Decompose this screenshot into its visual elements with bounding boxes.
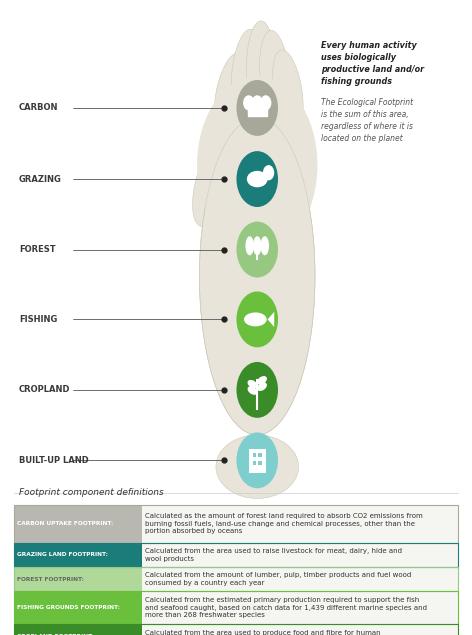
FancyBboxPatch shape xyxy=(14,624,142,635)
Ellipse shape xyxy=(231,29,261,121)
Circle shape xyxy=(263,165,274,180)
Text: FISHING: FISHING xyxy=(19,315,57,324)
Text: CROPLAND FOOTPRINT:: CROPLAND FOOTPRINT: xyxy=(17,634,93,635)
Ellipse shape xyxy=(214,52,248,132)
Text: Calculated from the estimated primary production required to support the fish
an: Calculated from the estimated primary pr… xyxy=(145,597,427,618)
Ellipse shape xyxy=(246,21,276,116)
Ellipse shape xyxy=(204,121,251,235)
Text: Calculated from the area used to produce food and fibre for human
consumption, f: Calculated from the area used to produce… xyxy=(145,629,381,635)
FancyBboxPatch shape xyxy=(253,453,256,457)
Ellipse shape xyxy=(261,236,269,255)
Text: Calculated from the amount of lumber, pulp, timber products and fuel wood
consum: Calculated from the amount of lumber, pu… xyxy=(145,572,412,586)
Circle shape xyxy=(252,95,263,110)
Text: FOREST: FOREST xyxy=(19,245,56,254)
FancyBboxPatch shape xyxy=(14,543,142,567)
Circle shape xyxy=(260,95,271,110)
FancyBboxPatch shape xyxy=(14,591,142,624)
Circle shape xyxy=(236,362,278,418)
Ellipse shape xyxy=(247,171,268,187)
Ellipse shape xyxy=(245,236,254,255)
Text: Every human activity
uses biologically
productive land and/or
fishing grounds: Every human activity uses biologically p… xyxy=(321,41,424,86)
Text: Calculated as the amount of forest land required to absorb CO2 emissions from
bu: Calculated as the amount of forest land … xyxy=(145,513,423,535)
Ellipse shape xyxy=(200,117,315,435)
Ellipse shape xyxy=(257,376,267,385)
FancyBboxPatch shape xyxy=(142,567,458,591)
FancyBboxPatch shape xyxy=(249,449,266,473)
Ellipse shape xyxy=(197,76,318,254)
FancyBboxPatch shape xyxy=(258,461,262,465)
Polygon shape xyxy=(268,312,274,327)
Ellipse shape xyxy=(260,30,290,122)
Text: CROPLAND: CROPLAND xyxy=(19,385,70,394)
FancyBboxPatch shape xyxy=(142,543,458,567)
FancyBboxPatch shape xyxy=(142,505,458,543)
Circle shape xyxy=(243,95,254,110)
Text: The Ecological Footprint
is the sum of this area,
regardless of where it is
loca: The Ecological Footprint is the sum of t… xyxy=(321,98,413,143)
Ellipse shape xyxy=(247,380,258,389)
Text: CARBON: CARBON xyxy=(19,104,59,112)
Circle shape xyxy=(236,151,278,207)
Circle shape xyxy=(236,80,278,136)
Text: GRAZING LAND FOOTPRINT:: GRAZING LAND FOOTPRINT: xyxy=(17,552,108,558)
Ellipse shape xyxy=(273,50,303,130)
Text: GRAZING: GRAZING xyxy=(19,175,62,184)
FancyBboxPatch shape xyxy=(14,567,142,591)
Text: FISHING GROUNDS FOOTPRINT:: FISHING GROUNDS FOOTPRINT: xyxy=(17,605,119,610)
Ellipse shape xyxy=(257,382,267,391)
Circle shape xyxy=(236,291,278,347)
FancyBboxPatch shape xyxy=(14,505,142,543)
Ellipse shape xyxy=(216,435,299,498)
Text: CARBON UPTAKE FOOTPRINT:: CARBON UPTAKE FOOTPRINT: xyxy=(17,521,113,526)
FancyBboxPatch shape xyxy=(258,453,262,457)
Circle shape xyxy=(236,432,278,488)
Text: Footprint component definitions: Footprint component definitions xyxy=(19,488,164,497)
Text: BUILT-UP LAND: BUILT-UP LAND xyxy=(19,456,89,465)
Text: FOREST FOOTPRINT:: FOREST FOOTPRINT: xyxy=(17,577,84,582)
Ellipse shape xyxy=(253,236,261,255)
FancyBboxPatch shape xyxy=(253,461,256,465)
Ellipse shape xyxy=(247,386,258,395)
Circle shape xyxy=(236,222,278,277)
Ellipse shape xyxy=(193,135,237,227)
Ellipse shape xyxy=(244,312,267,326)
FancyBboxPatch shape xyxy=(142,624,458,635)
Text: Calculated from the area used to raise livestock for meat, dairy, hide and
wool : Calculated from the area used to raise l… xyxy=(145,548,402,562)
FancyBboxPatch shape xyxy=(142,591,458,624)
